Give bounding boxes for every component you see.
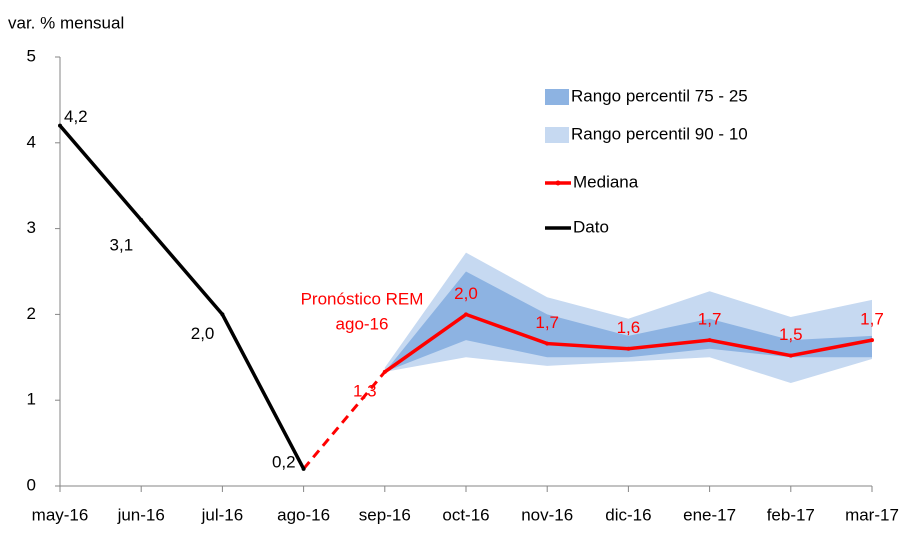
x-tick-label: dic-16 — [605, 505, 651, 524]
y-tick-label: 4 — [27, 132, 36, 151]
legend-swatch — [545, 89, 569, 105]
legend-label: Rango percentil 75 - 25 — [571, 86, 748, 105]
x-tick-label: mar-17 — [845, 505, 899, 524]
x-tick-label: may-16 — [32, 505, 89, 524]
x-tick-label: nov-16 — [521, 505, 573, 524]
x-tick-label: ago-16 — [277, 505, 330, 524]
value-label: 4,2 — [64, 107, 88, 126]
value-label: 3,1 — [110, 236, 134, 255]
point — [382, 369, 387, 374]
x-tick-label: jun-16 — [117, 505, 165, 524]
x-tick-label: sep-16 — [359, 505, 411, 524]
point — [545, 341, 550, 346]
value-label: 1,7 — [860, 310, 884, 329]
value-label: 1,7 — [535, 313, 559, 332]
point — [464, 312, 468, 317]
legend-label: Dato — [573, 217, 609, 236]
y-tick-label: 5 — [27, 46, 36, 65]
legend-marker — [555, 180, 561, 186]
series-line — [58, 124, 306, 470]
point — [626, 346, 631, 351]
point — [707, 338, 712, 343]
annotation: ago-16 — [336, 314, 389, 333]
forecast-connector — [302, 370, 386, 470]
y-tick-label: 3 — [27, 218, 36, 237]
y-tick-label: 0 — [27, 475, 36, 494]
value-label: 1,5 — [779, 325, 803, 344]
point — [870, 338, 874, 343]
value-label: 0,2 — [272, 452, 296, 471]
annotation: Pronóstico REM — [301, 289, 424, 308]
legend-label: Mediana — [573, 172, 639, 191]
value-label: 2,0 — [191, 324, 215, 343]
legend-swatch — [545, 127, 569, 143]
x-tick-label: feb-17 — [767, 505, 815, 524]
x-tick-label: jul-16 — [201, 505, 244, 524]
y-tick-label: 2 — [27, 304, 36, 323]
value-label: 1,7 — [698, 310, 722, 329]
value-label: 1,3 — [353, 381, 377, 400]
y-axis-title: var. % mensual — [8, 13, 124, 32]
y-tick-label: 1 — [27, 390, 36, 409]
value-label: 2,0 — [454, 284, 478, 303]
x-tick-label: ene-17 — [683, 505, 736, 524]
point — [139, 218, 144, 223]
point — [220, 312, 225, 317]
point — [788, 353, 793, 358]
x-tick-label: oct-16 — [442, 505, 489, 524]
value-label: 1,6 — [617, 318, 641, 337]
legend-label: Rango percentil 90 - 10 — [571, 124, 748, 143]
point — [301, 466, 306, 471]
point — [58, 123, 62, 128]
